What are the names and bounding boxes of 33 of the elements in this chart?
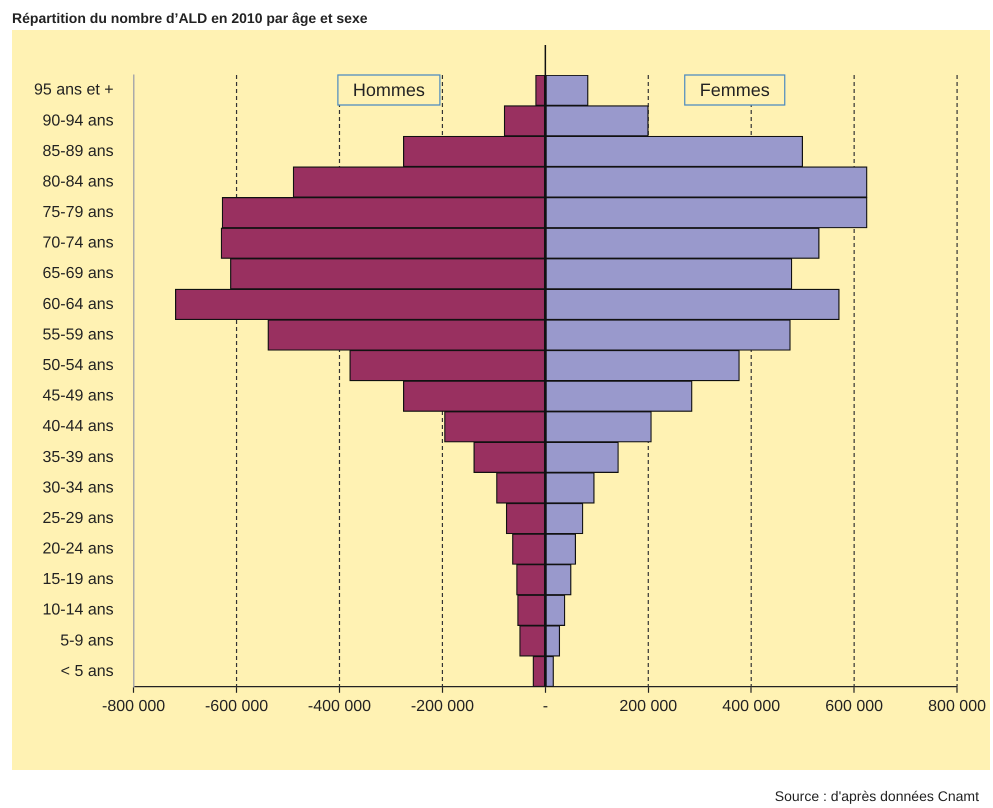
y-tick-label: 95 ans et + [34, 82, 114, 99]
x-tick-label: -800 000 [102, 698, 166, 715]
y-tick-label: 90-94 ans [42, 112, 114, 130]
y-tick-label: 15-19 ans [42, 571, 114, 588]
y-tick-label: 85-89 ans [42, 142, 114, 160]
chart-title: Répartition du nombre d’ALD en 2010 par âge et sexe [12, 10, 368, 26]
y-tick-label: 50-54 ans [42, 357, 114, 374]
y-tick-label: 25-29 ans [42, 510, 114, 527]
y-tick-label: 20-24 ans [42, 540, 114, 558]
y-tick-label: 65-69 ans [42, 265, 114, 282]
y-tick-label: 35-39 ans [42, 448, 114, 466]
x-tick-label: - [542, 698, 548, 715]
y-tick-label: 10-14 ans [42, 602, 114, 619]
x-tick-label: 600 000 [825, 698, 884, 715]
x-tick-label: 400 000 [722, 698, 780, 715]
y-tick-label: 40-44 ans [42, 418, 114, 436]
y-tick-label: 55-59 ans [42, 326, 114, 344]
y-tick-label: 5-9 ans [60, 632, 114, 650]
x-tick-label: -200 000 [410, 698, 474, 715]
y-tick-label: 60-64 ans [42, 296, 114, 313]
y-tick-label: < 5 ans [60, 662, 114, 680]
y-tick-label: 45-49 ans [42, 388, 114, 405]
y-tick-label: 75-79 ans [42, 204, 114, 222]
text: Femmes [700, 80, 770, 100]
y-tick-label: 70-74 ans [42, 234, 114, 252]
x-tick-label: 800 000 [928, 698, 986, 715]
y-tick-label: 30-34 ans [42, 479, 114, 496]
source-note: Source : d'après données Cnamt [774, 788, 979, 804]
x-tick-label: -600 000 [204, 698, 268, 715]
y-tick-label: 80-84 ans [42, 173, 114, 190]
x-tick-label: 200 000 [619, 698, 678, 715]
x-tick-label: -400 000 [308, 698, 372, 715]
text: Hommes [352, 80, 425, 100]
